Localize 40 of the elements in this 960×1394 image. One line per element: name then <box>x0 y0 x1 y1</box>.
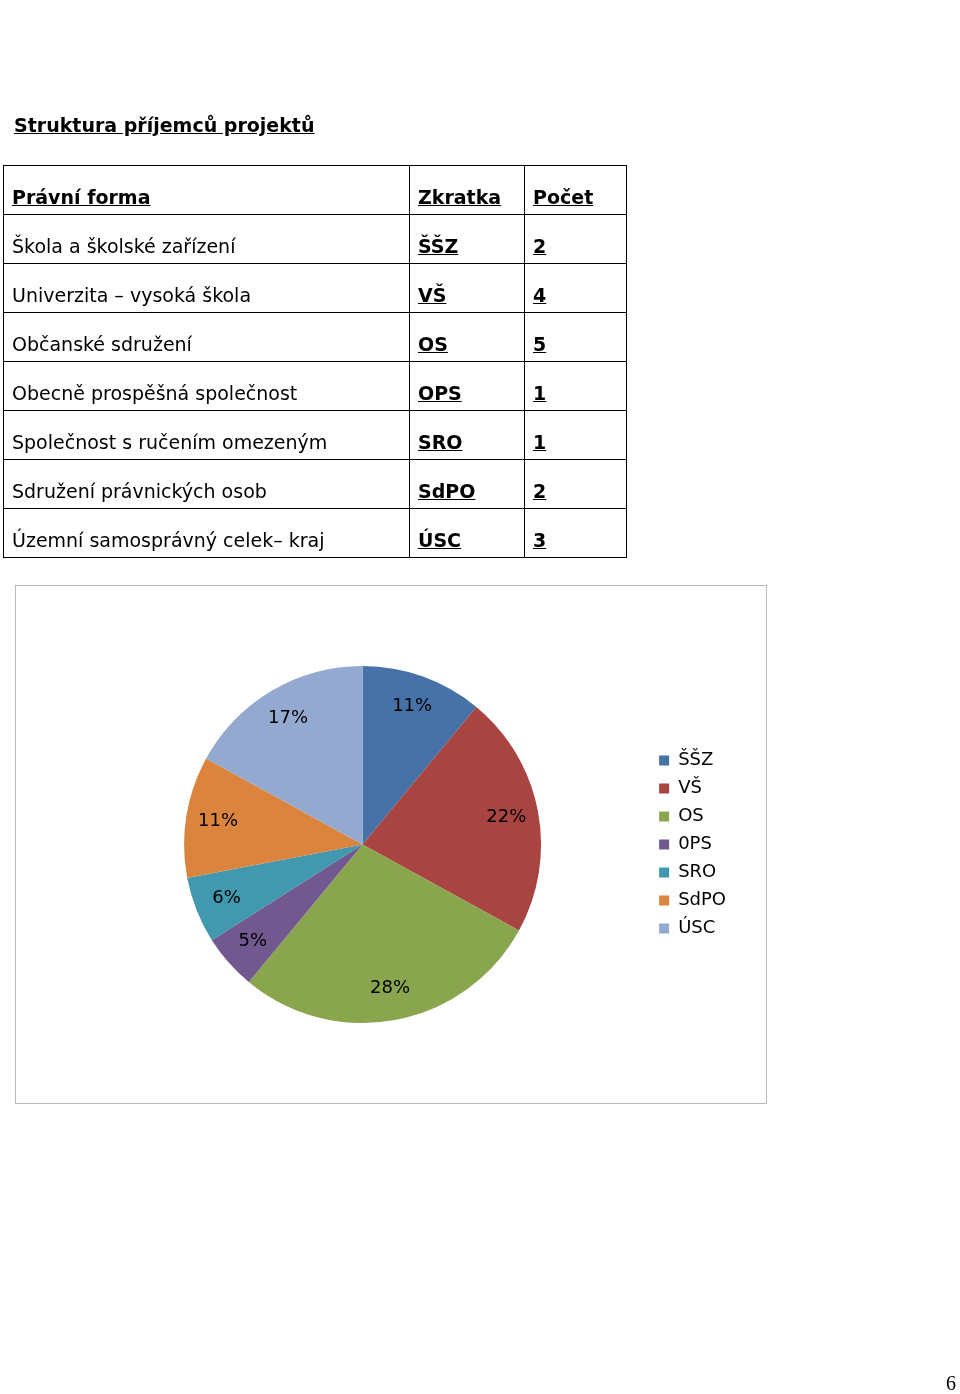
text: 6 <box>946 1372 956 1394</box>
legend-label: ŠŠZ <box>678 748 714 770</box>
data-label: 22% <box>486 804 527 826</box>
text: SRO <box>409 410 525 460</box>
legend-label: VŠ <box>678 776 702 798</box>
text: Škola a školské zařízení <box>3 214 410 264</box>
text: Společnost s ručením omezeným <box>3 410 410 460</box>
text: 1 <box>524 410 627 460</box>
text: Obecně prospěšná společnost <box>3 361 410 411</box>
text: Občanské sdružení <box>3 312 410 362</box>
text: 3 <box>524 508 627 558</box>
text: SdPO <box>409 459 525 509</box>
text: VŠ <box>409 263 525 313</box>
text: 2 <box>524 214 627 264</box>
legend-label: OS <box>678 804 704 826</box>
data-label: 28% <box>369 975 410 997</box>
legend-label: ÚSC <box>678 916 716 938</box>
text: 5 <box>524 312 627 362</box>
data-label: 11% <box>392 694 433 716</box>
text: 2 <box>524 459 627 509</box>
legend-label: 0PS <box>678 832 712 854</box>
text: Právní forma <box>3 165 410 215</box>
text: ÚSC <box>409 508 525 558</box>
data-label: 17% <box>268 706 309 728</box>
legend-label: SdPO <box>678 888 726 910</box>
text: ŠŠZ <box>409 214 525 264</box>
data-label: 6% <box>212 886 241 908</box>
legend-label: SRO <box>678 860 717 882</box>
data-label: 11% <box>197 809 238 831</box>
text: Počet <box>524 165 627 215</box>
chart-title: Struktura příjemců projektů <box>14 114 315 136</box>
text: 1 <box>524 361 627 411</box>
text: OS <box>409 312 525 362</box>
text: Univerzita – vysoká škola <box>3 263 410 313</box>
text: 4 <box>524 263 627 313</box>
data-label: 5% <box>238 928 268 950</box>
text: Sdružení právnických osob <box>3 459 410 509</box>
text: OPS <box>409 361 525 411</box>
text: Zkratka <box>409 165 525 215</box>
text: Územní samosprávný celek– kraj <box>3 508 410 558</box>
